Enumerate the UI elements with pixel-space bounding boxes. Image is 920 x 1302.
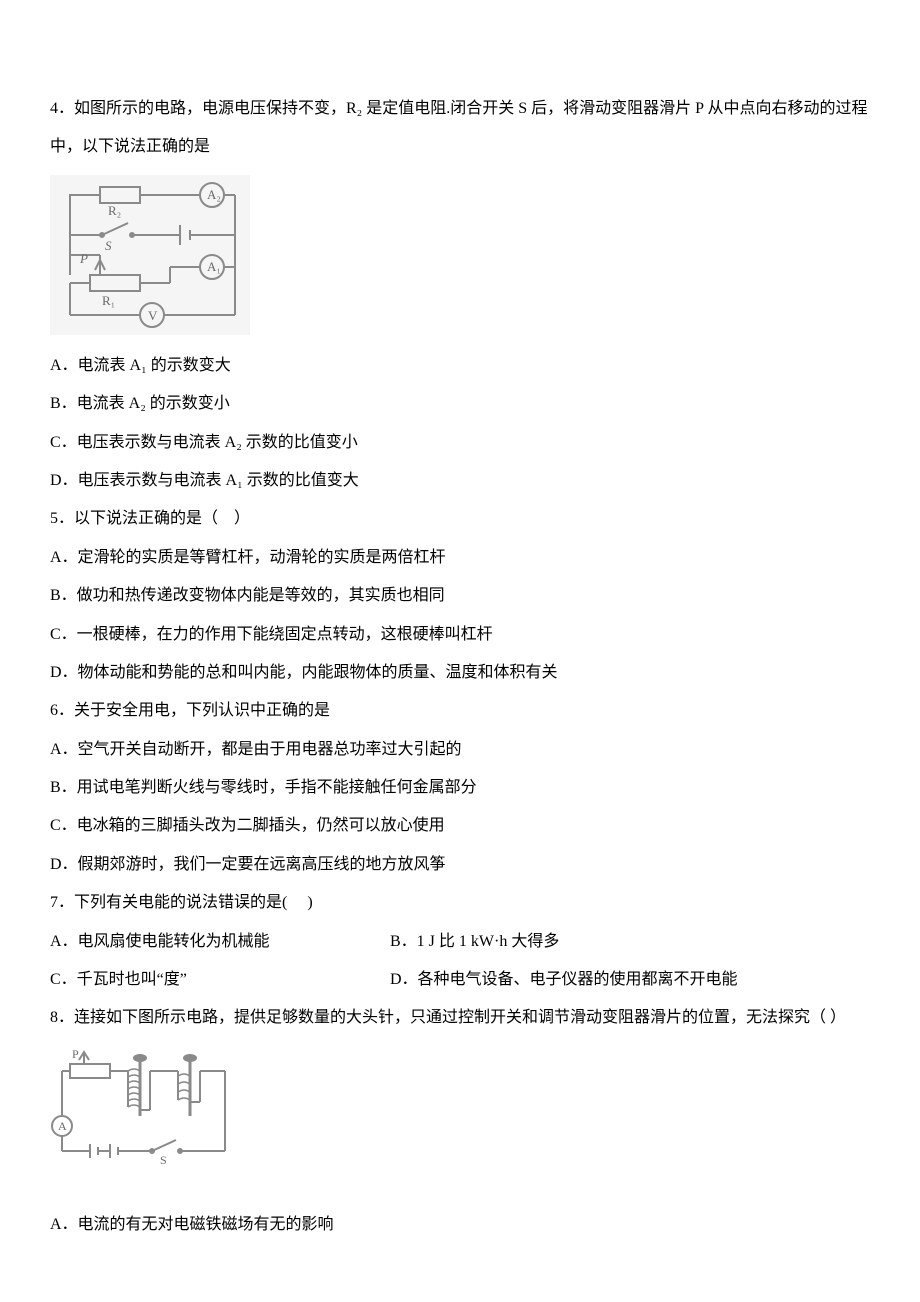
- q6-option-d: D．假期郊游时，我们一定要在远离高压线的地方放风筝: [50, 846, 870, 884]
- q7-option-c: C．千瓦时也叫“度”: [50, 961, 390, 999]
- q6-option-a: A．空气开关自动断开，都是由于用电器总功率过大引起的: [50, 731, 870, 769]
- q4-option-b: B．电流表 A₂ 的示数变小: [50, 385, 870, 423]
- q4-option-c: C．电压表示数与电流表 A₂ 示数的比值变小: [50, 424, 870, 462]
- q7-option-b: B．1 J 比 1 kW·h 大得多: [390, 923, 870, 961]
- label-a8: A: [58, 1119, 67, 1133]
- q4-option-d: D．电压表示数与电流表 A₁ 示数的比值变大: [50, 462, 870, 500]
- q5-option-d: D．物体动能和势能的总和叫内能，内能跟物体的质量、温度和体积有关: [50, 654, 870, 692]
- q6-stem: 6．关于安全用电，下列认识中正确的是: [50, 692, 870, 730]
- q5-stem: 5．以下说法正确的是（ ）: [50, 500, 870, 538]
- q7-option-a: A．电风扇使电能转化为机械能: [50, 923, 390, 961]
- label-r1: R₁: [102, 293, 115, 308]
- q5-option-b: B．做功和热传递改变物体内能是等效的，其实质也相同: [50, 577, 870, 615]
- q6-option-b: B．用试电笔判断火线与零线时，手指不能接触任何金属部分: [50, 769, 870, 807]
- q5-option-a: A．定滑轮的实质是等臂杠杆，动滑轮的实质是两倍杠杆: [50, 539, 870, 577]
- q5-option-c: C．一根硬棒，在力的作用下能绕固定点转动，这根硬棒叫杠杆: [50, 616, 870, 654]
- label-s: S: [105, 238, 112, 253]
- q8-option-a: A．电流的有无对电磁铁磁场有无的影响: [50, 1206, 870, 1244]
- q7-stem: 7．下列有关电能的说法错误的是( ): [50, 884, 870, 922]
- label-v: V: [148, 308, 158, 323]
- label-a2: A₂: [207, 187, 221, 202]
- q8-circuit-diagram: P A S: [50, 1046, 870, 1166]
- q4-stem-line2: 中，以下说法正确的是: [50, 128, 870, 166]
- label-r2: R₂: [108, 203, 121, 218]
- label-a1: A₁: [207, 259, 221, 274]
- label-s8: S: [160, 1153, 167, 1166]
- label-p: P: [79, 251, 88, 266]
- q4-option-a: A．电流表 A₁ 的示数变大: [50, 347, 870, 385]
- q8-stem: 8．连接如下图所示电路，提供足够数量的大头针，只通过控制开关和调节滑动变阻器滑片…: [50, 999, 870, 1037]
- q4-stem-line1: 4．如图所示的电路，电源电压保持不变，R₂ 是定值电阻.闭合开关 S 后，将滑动…: [50, 90, 870, 128]
- q4-circuit-diagram: R₂ A₂ S P A₁ R₁ V: [50, 175, 870, 335]
- label-p8: P: [72, 1047, 79, 1061]
- q6-option-c: C．电冰箱的三脚插头改为二脚插头，仍然可以放心使用: [50, 807, 870, 845]
- q7-option-d: D．各种电气设备、电子仪器的使用都离不开电能: [390, 961, 870, 999]
